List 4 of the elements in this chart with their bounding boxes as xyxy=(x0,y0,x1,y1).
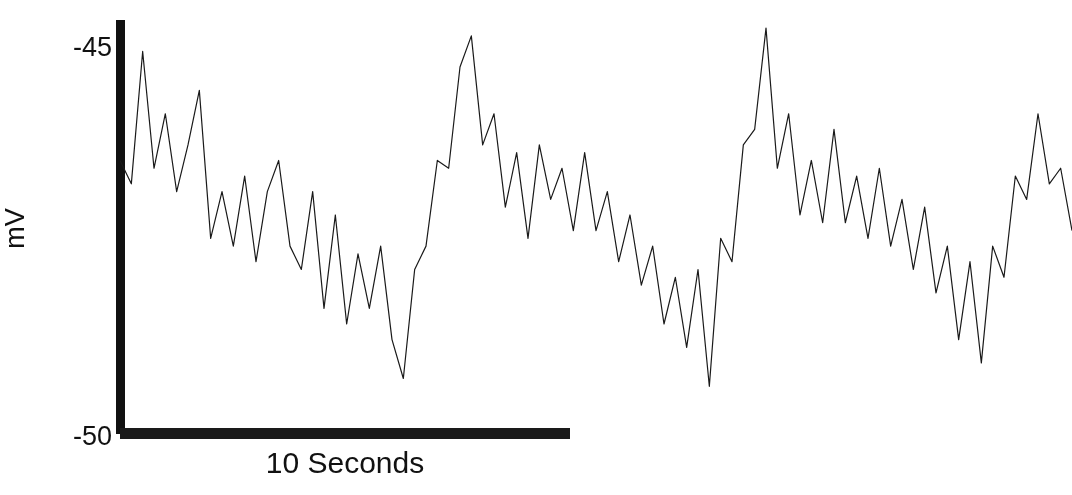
y-axis-title: mV xyxy=(0,208,30,249)
y-tick-label: -50 xyxy=(72,421,112,452)
x-axis-title: 10 Seconds xyxy=(264,446,426,480)
y-tick-label: -45 xyxy=(72,32,112,63)
